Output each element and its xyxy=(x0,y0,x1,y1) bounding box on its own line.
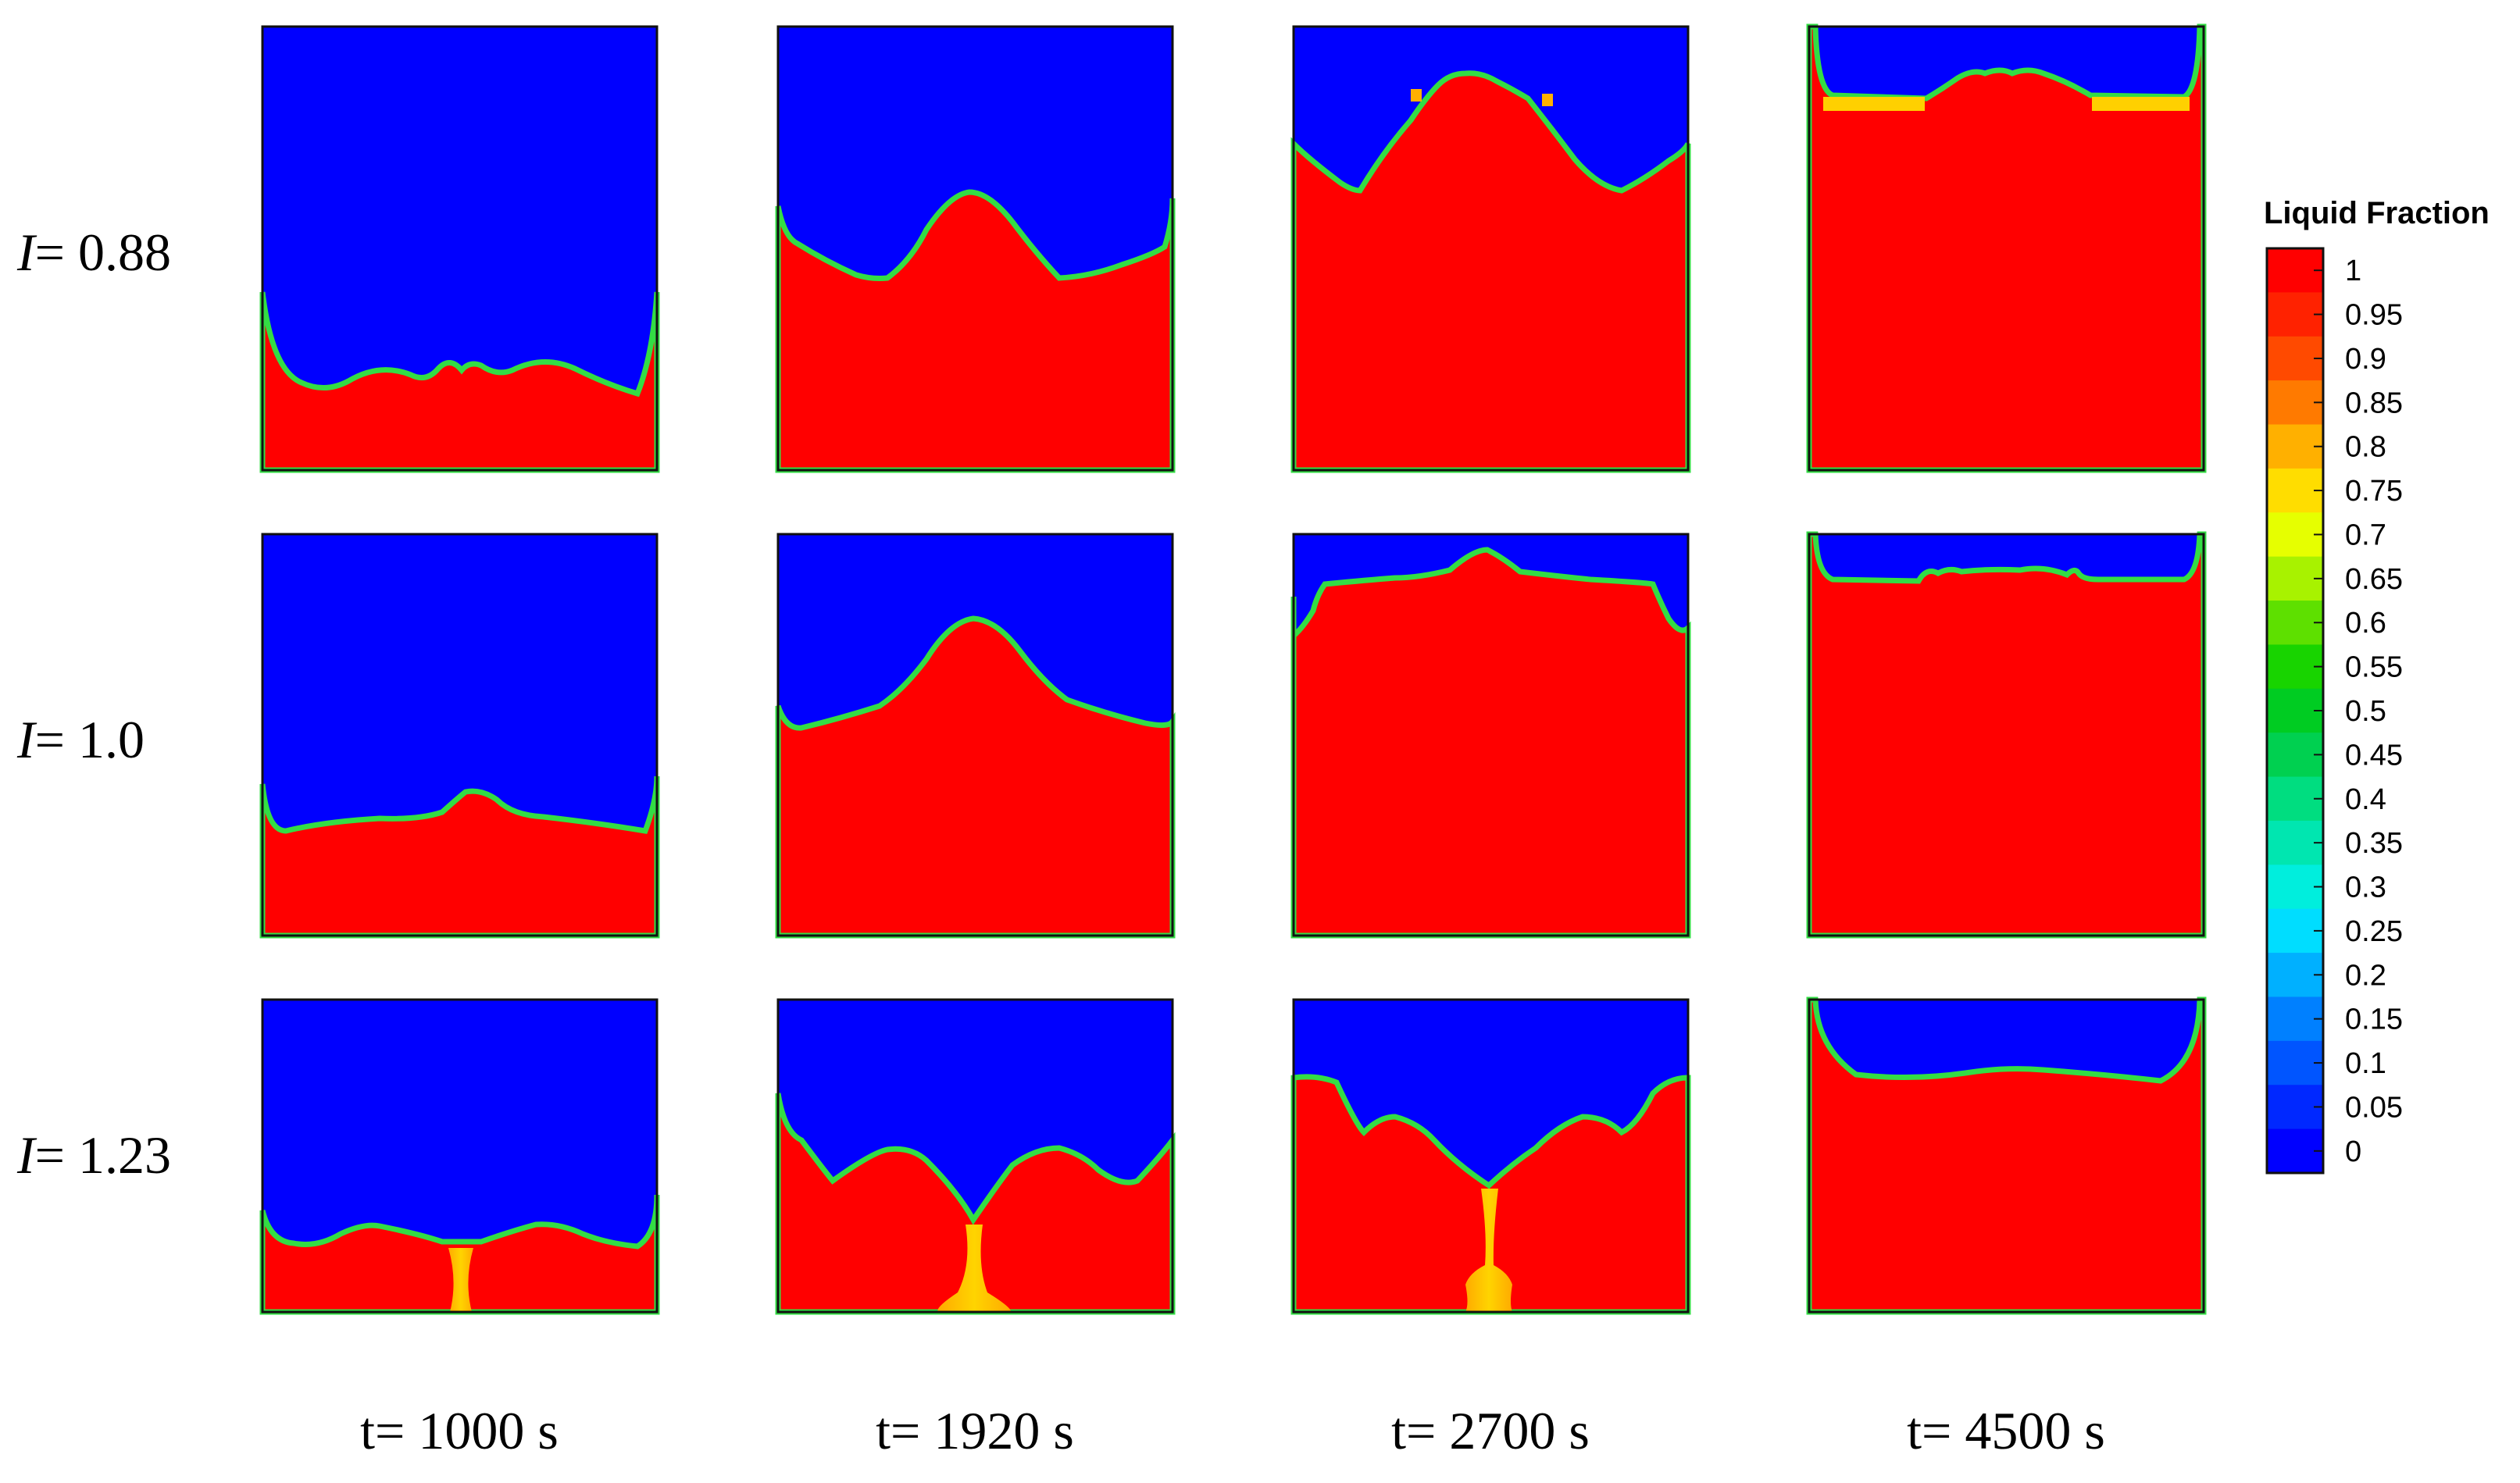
panel-r2-c4 xyxy=(1806,531,2207,939)
colorbar-tick-label: 0.95 xyxy=(2345,299,2403,332)
row-label-3: I= 1.23 xyxy=(16,1125,171,1185)
panel-r1-c3 xyxy=(1290,25,1691,473)
colorbar-tick-label: 0.7 xyxy=(2345,519,2386,551)
colorbar-tick-label: 1 xyxy=(2345,255,2361,287)
colorbar-tick-label: 0.85 xyxy=(2345,387,2403,419)
colorbar-tick-label: 0.45 xyxy=(2345,739,2403,772)
panel-r3-c3 xyxy=(1290,998,1691,1315)
colorbar-tick-label: 0.75 xyxy=(2345,475,2403,508)
colorbar-tick-label: 0.15 xyxy=(2345,1004,2403,1036)
row-label-1: I= 0.88 xyxy=(16,223,171,282)
colorbar-tick-label: 0.2 xyxy=(2345,959,2386,992)
colorbar-tick-label: 0.65 xyxy=(2345,563,2403,596)
colorbar-tick-label: 0.8 xyxy=(2345,431,2386,464)
panel-r3-c1 xyxy=(259,998,660,1315)
colorbar-frame xyxy=(2265,247,2325,1175)
panel-r2-c2 xyxy=(775,533,1176,939)
colorbar-tick-label: 0.4 xyxy=(2345,783,2386,816)
panel-r1-c4 xyxy=(1806,23,2207,473)
colorbar-tick-label: 0.55 xyxy=(2345,651,2403,684)
colorbar-title: Liquid Fraction xyxy=(2264,196,2490,230)
colorbar-tick-label: 0.6 xyxy=(2345,607,2386,640)
colorbar-tick-label: 0.9 xyxy=(2345,343,2386,376)
row-label-2: I= 1.0 xyxy=(16,710,145,769)
colorbar-ticks: 1 0.95 0.9 0.85 0.8 0.75 0.7 0.65 0.6 0.55 0.5 0.45… xyxy=(2314,255,2403,1168)
panel-r2-c3 xyxy=(1290,533,1691,939)
panel-r3-c4 xyxy=(1806,996,2207,1315)
colorbar-tick-label: 0.35 xyxy=(2345,827,2403,860)
panel-r2-c1 xyxy=(259,533,660,939)
panel-r1-c1 xyxy=(259,25,660,473)
panel-r1-c2 xyxy=(775,25,1176,473)
colorbar-tick-label: 0.5 xyxy=(2345,695,2386,728)
colorbar-tick-label: 0 xyxy=(2345,1135,2361,1168)
colorbar-tick-label: 0.05 xyxy=(2345,1091,2403,1124)
time-label-4: t= 4500 s xyxy=(1907,1401,2105,1460)
time-label-2: t= 1920 s xyxy=(876,1401,1074,1460)
colorbar-legend: Liquid Fraction 1 0.95 0.9 0.85 0.8 0.75 0.7 0.… xyxy=(2264,196,2490,1175)
panel-r3-c2 xyxy=(775,998,1176,1315)
time-label-3: t= 2700 s xyxy=(1391,1401,1590,1460)
colorbar-tick-label: 0.3 xyxy=(2345,872,2386,904)
colorbar-tick-label: 0.25 xyxy=(2345,915,2403,948)
time-label-1: t= 1000 s xyxy=(360,1401,559,1460)
colorbar-tick-label: 0.1 xyxy=(2345,1047,2386,1080)
